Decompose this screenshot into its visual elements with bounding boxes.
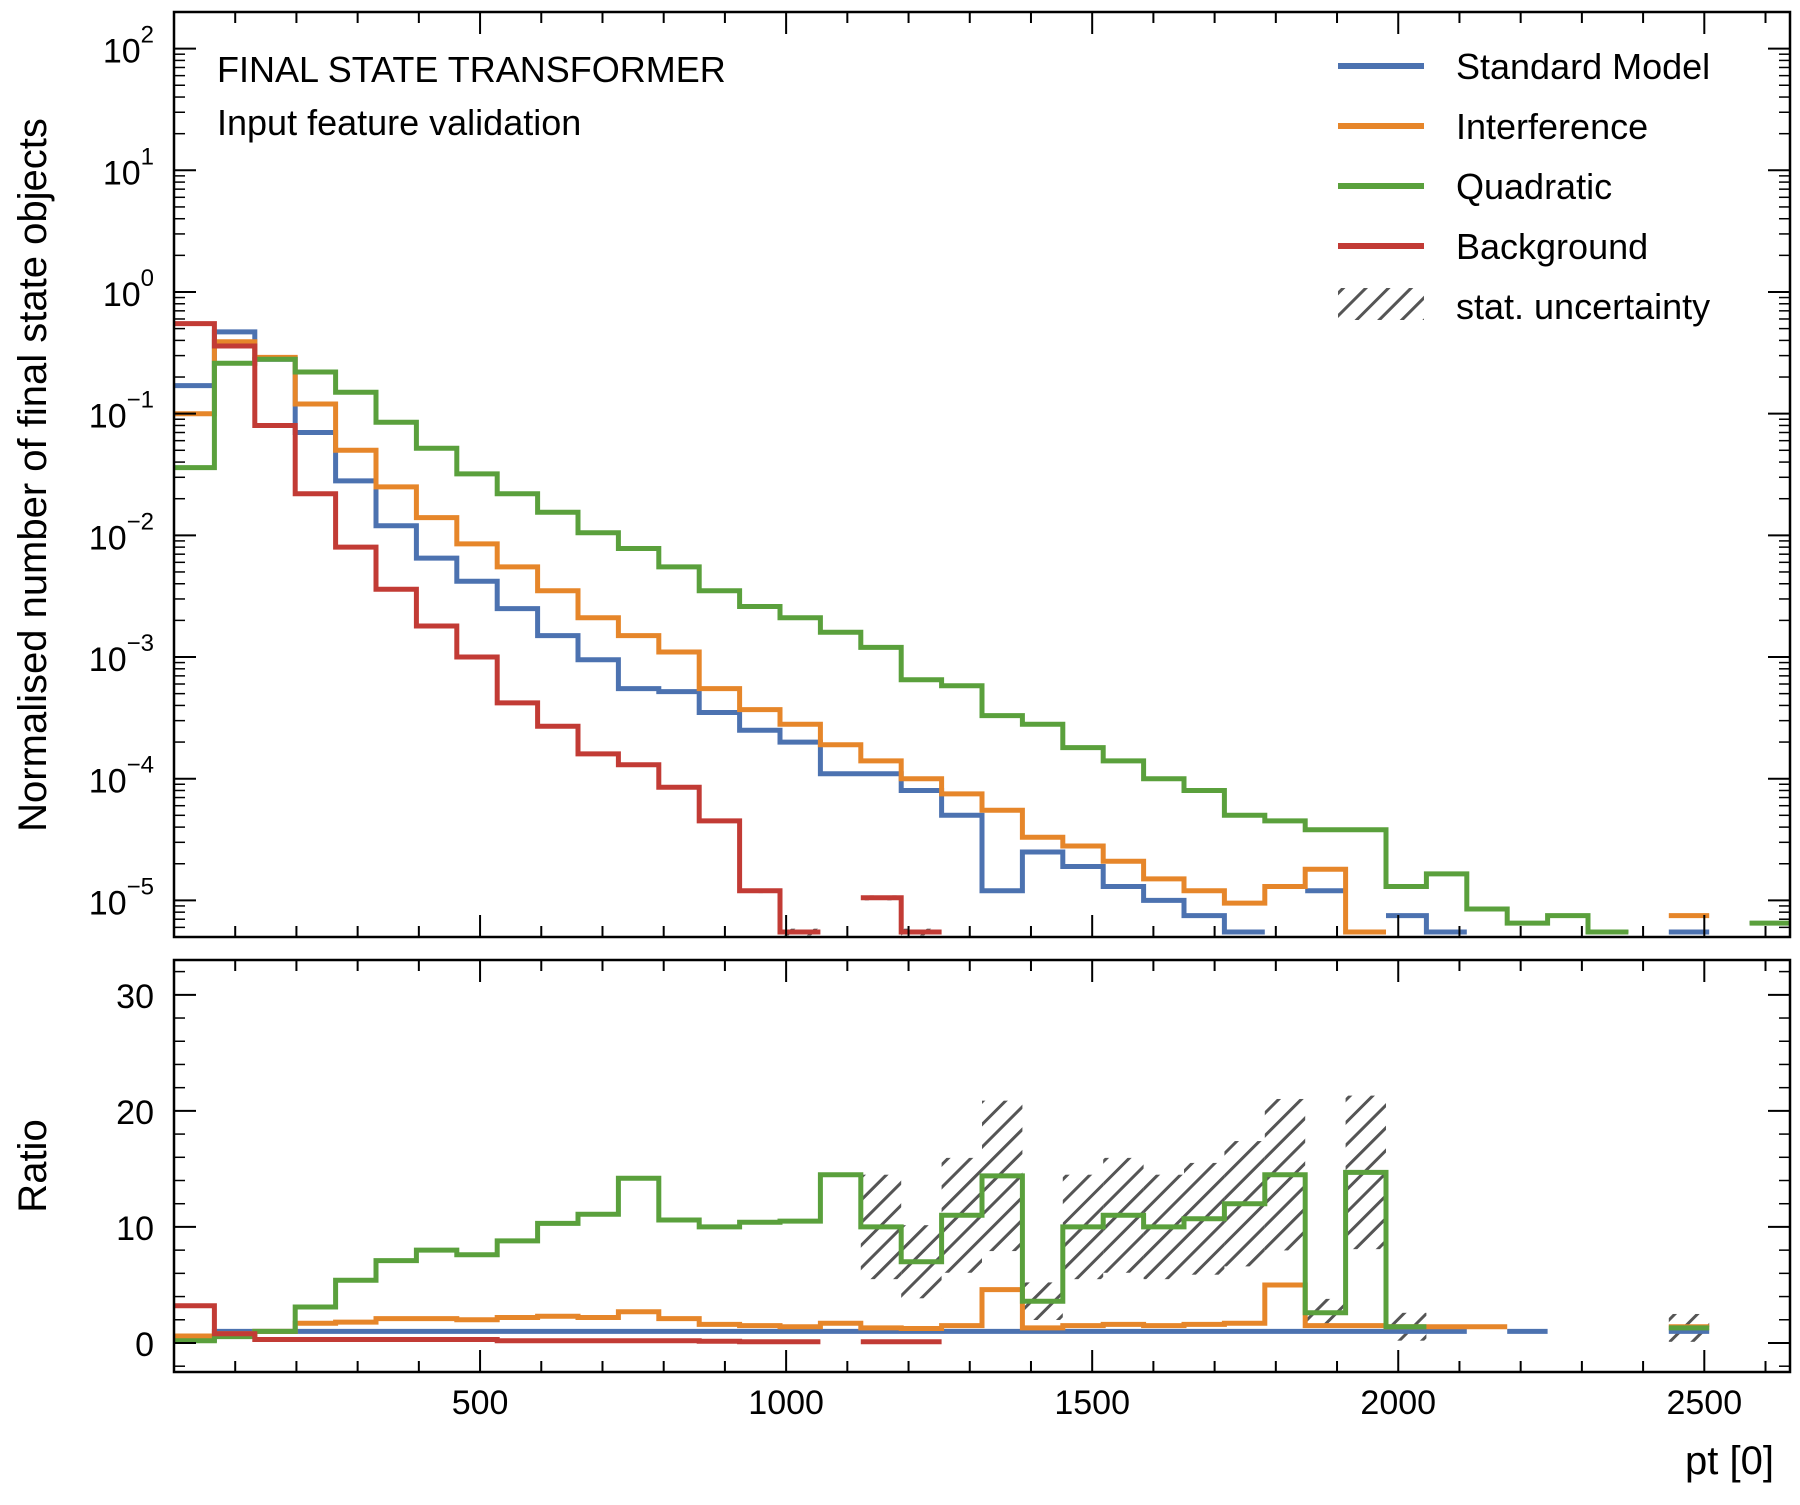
legend-label: Background xyxy=(1456,226,1648,267)
ratio-y-tick-label: 20 xyxy=(116,1094,154,1132)
x-tick-labels: 500 1000 1500 2000 2500 xyxy=(452,1384,1742,1422)
legend-label: stat. uncertainty xyxy=(1456,286,1710,327)
main-y-tick-label: 10−4 xyxy=(89,752,154,801)
x-tick-label: 2500 xyxy=(1666,1384,1742,1422)
legend-label: Interference xyxy=(1456,106,1648,147)
main-series xyxy=(174,324,1790,932)
x-tick-label: 500 xyxy=(452,1384,509,1422)
ratio-y-axis-title: Ratio xyxy=(11,1119,55,1212)
main-y-tick-label: 10−1 xyxy=(89,387,154,436)
main-y-tick-label: 10−2 xyxy=(89,508,154,557)
ratio-y-tick-label: 10 xyxy=(116,1210,154,1248)
main-series-background xyxy=(174,324,942,932)
main-series-interference xyxy=(174,342,1709,932)
annotation-subtitle: Input feature validation xyxy=(217,102,581,143)
ratio-y-tick-label: 30 xyxy=(116,978,154,1016)
annotation-title: FINAL STATE TRANSFORMER xyxy=(217,49,726,90)
legend-swatch-hatch xyxy=(1338,288,1424,320)
ratio-y-tick-label: 0 xyxy=(135,1326,154,1364)
main-y-axis-title: Normalised number of final state objects xyxy=(11,118,55,832)
x-tick-label: 1000 xyxy=(748,1384,824,1422)
main-y-tick-label: 10−3 xyxy=(89,630,154,679)
main-panel: 10−5 10−4 10−3 10−2 10−1 100 101 102 Normalised… xyxy=(11,12,1790,937)
legend: Standard Model Interference Quadratic Backg… xyxy=(1338,46,1710,327)
legend-label: Quadratic xyxy=(1456,166,1612,207)
legend-label: Standard Model xyxy=(1456,46,1710,87)
x-tick-label: 1500 xyxy=(1054,1384,1130,1422)
ratio-uncertainty-bands xyxy=(861,1096,1709,1342)
main-y-tick-label: 100 xyxy=(103,265,154,314)
main-y-tick-label: 10−5 xyxy=(89,873,154,922)
main-y-tick-label: 102 xyxy=(103,22,154,71)
x-tick-label: 2000 xyxy=(1360,1384,1436,1422)
main-y-tick-label: 101 xyxy=(103,143,154,192)
ratio-panel: 0 10 20 30 Ratio 500 1000 1500 2000 2500 pt [0] xyxy=(11,960,1790,1483)
ratio-y-tick-labels: 0 10 20 30 xyxy=(116,978,154,1364)
x-axis-title: pt [0] xyxy=(1685,1439,1774,1483)
main-y-tick-labels: 10−5 10−4 10−3 10−2 10−1 100 101 102 xyxy=(89,22,154,923)
